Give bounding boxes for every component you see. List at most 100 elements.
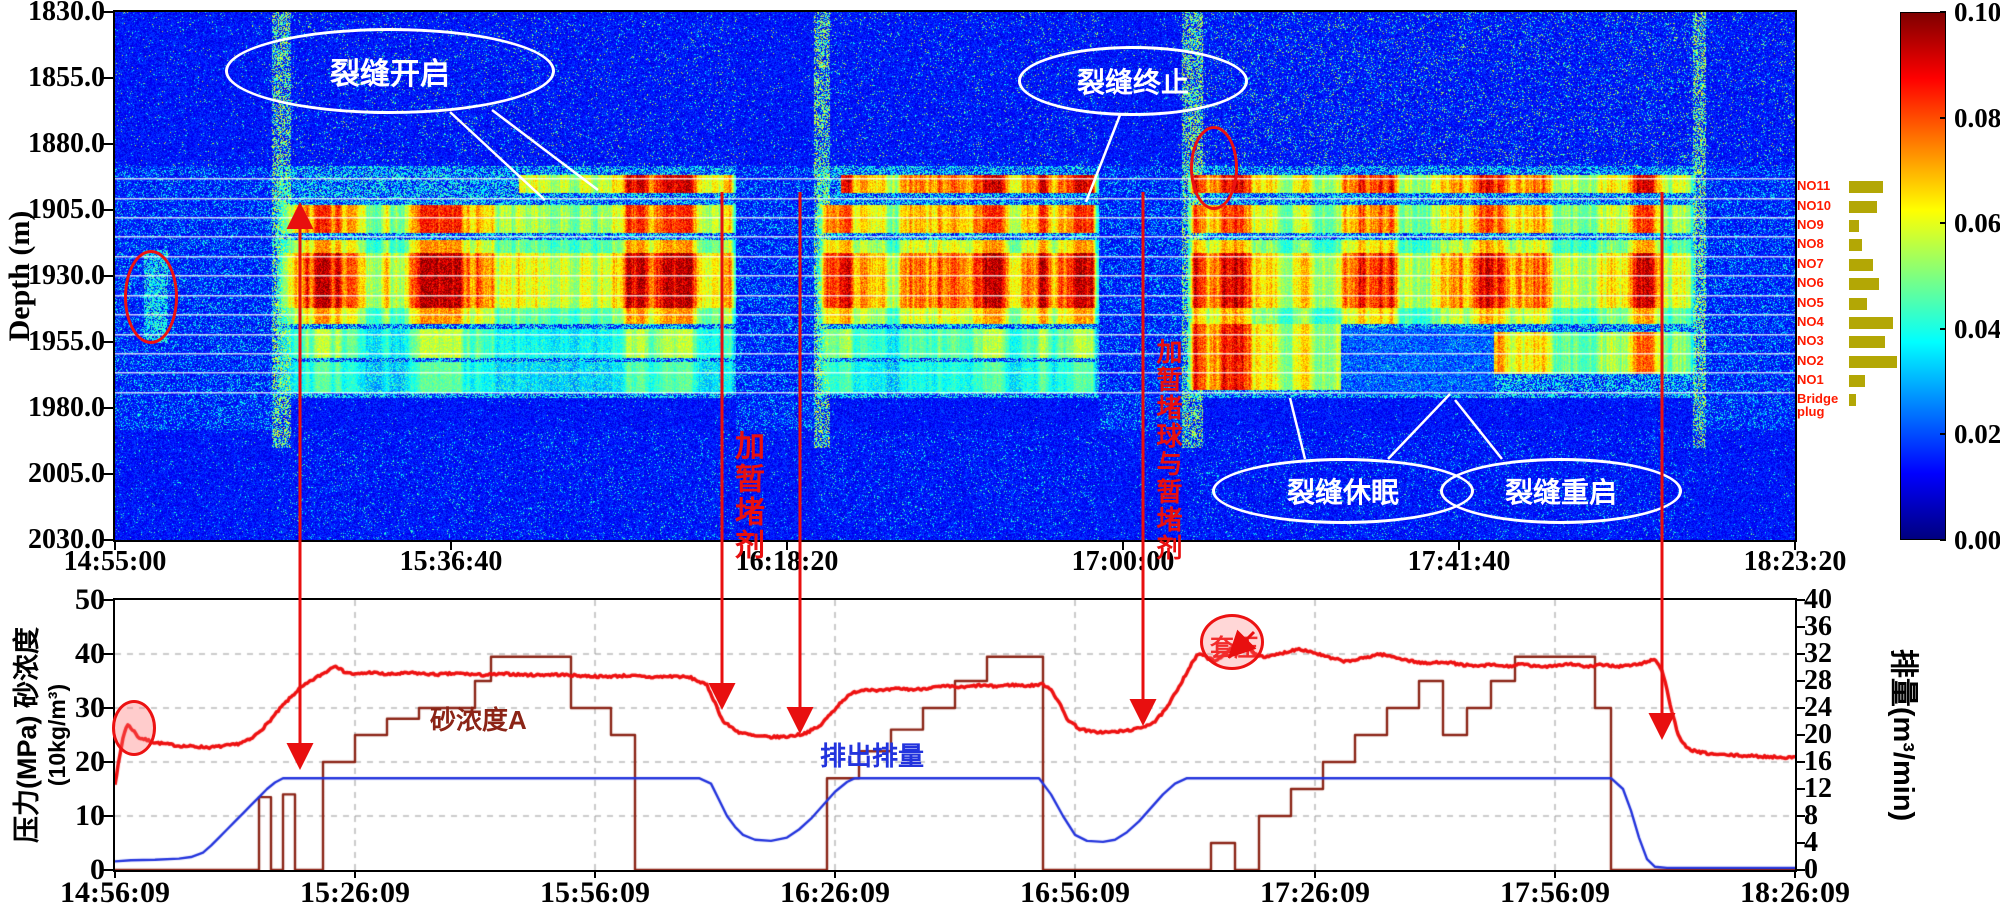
rate-tick-mark — [1797, 815, 1805, 817]
pressure-tick-label: 0 — [90, 853, 105, 886]
rate-tick-label: 12 — [1804, 773, 1832, 804]
rate-tick-label: 4 — [1804, 827, 1818, 858]
rate-tick-label: 36 — [1804, 611, 1832, 642]
time-tick-label: 17:56:09 — [1500, 876, 1610, 909]
time-tick-label: 18:26:09 — [1740, 876, 1850, 909]
cluster-label: NO11 — [1797, 178, 1831, 193]
rate-tick-mark — [1797, 842, 1805, 844]
depth-tick-label: 1855.0 — [28, 62, 105, 93]
pressure-tick-label: 40 — [75, 637, 105, 670]
depth-tick-label: 1980.0 — [28, 392, 105, 423]
colorbar-tick-mark — [1940, 327, 1946, 330]
waterfall-time-tick-mark — [1122, 542, 1124, 550]
rate-tick-mark — [1797, 869, 1805, 871]
depth-tick-mark — [103, 407, 113, 409]
depth-tick-label: 1880.0 — [28, 128, 105, 159]
time-tick-label: 15:26:09 — [300, 876, 410, 909]
depth-tick-label: 2030.0 — [28, 524, 105, 555]
depth-tick-label: 2005.0 — [28, 458, 105, 489]
colorbar-tick-label: 0.02 — [1954, 419, 2000, 450]
cluster-label: NO7 — [1797, 256, 1824, 271]
cluster-amplitude-bar — [1849, 181, 1883, 193]
time-tick-mark — [354, 870, 356, 878]
time-tick-label: 16:56:09 — [1020, 876, 1130, 909]
waterfall-canvas — [115, 12, 1795, 540]
waterfall-time-tick-mark — [786, 542, 788, 550]
cluster-label: NO5 — [1797, 295, 1824, 310]
rate-tick-mark — [1797, 788, 1805, 790]
cluster-label: Bridge plug — [1797, 391, 1839, 419]
depth-tick-mark — [103, 143, 113, 145]
time-tick-label: 17:26:09 — [1260, 876, 1370, 909]
pressure-tick-mark — [103, 599, 113, 601]
cluster-amplitude-bar — [1849, 317, 1893, 329]
cluster-label: NO9 — [1797, 217, 1824, 232]
depth-tick-mark — [103, 209, 113, 211]
waterfall-time-tick-mark — [1458, 542, 1460, 550]
waterfall-time-tick-mark — [450, 542, 452, 550]
rate-tick-label: 20 — [1804, 719, 1832, 750]
waterfall-time-tick-label: 16:18:20 — [735, 546, 839, 577]
waterfall-time-tick-label: 14:55:00 — [63, 546, 167, 577]
time-tick-mark — [1314, 870, 1316, 878]
colorbar-tick-mark — [1940, 116, 1946, 119]
cluster-amplitude-bar — [1849, 394, 1856, 406]
rate-tick-label: 40 — [1804, 584, 1832, 615]
rate-tick-mark — [1797, 626, 1805, 628]
pressure-tick-mark — [103, 707, 113, 709]
rate-axis-label: 排量(m³/min) — [1887, 648, 1919, 822]
depth-tick-mark — [103, 473, 113, 475]
rate-tick-label: 28 — [1804, 665, 1832, 696]
cluster-label: NO10 — [1797, 198, 1831, 213]
rate-tick-label: 16 — [1804, 746, 1832, 777]
waterfall-time-tick-label: 15:36:40 — [399, 546, 503, 577]
cluster-amplitude-bar — [1849, 201, 1877, 213]
colorbar-tick-mark — [1940, 11, 1946, 13]
cluster-amplitude-bar — [1849, 259, 1873, 271]
depth-tick-mark — [103, 11, 113, 13]
waterfall-time-tick-mark — [1794, 542, 1796, 550]
rate-tick-mark — [1797, 734, 1805, 736]
rate-tick-mark — [1797, 653, 1805, 655]
time-tick-mark — [834, 870, 836, 878]
depth-tick-mark — [103, 275, 113, 277]
cluster-amplitude-bar — [1849, 375, 1865, 387]
cluster-label: NO8 — [1797, 236, 1824, 251]
depth-tick-label: 1955.0 — [28, 326, 105, 357]
colorbar — [1900, 12, 1946, 540]
rate-tick-label: 24 — [1804, 692, 1832, 723]
pressure-tick-mark — [103, 653, 113, 655]
cluster-amplitude-bar — [1849, 336, 1885, 348]
time-tick-mark — [1554, 870, 1556, 878]
time-tick-mark — [1794, 870, 1796, 878]
colorbar-tick-label: 0.10 — [1954, 0, 2000, 27]
rate-tick-mark — [1797, 599, 1805, 601]
timeseries-canvas — [115, 600, 1795, 870]
colorbar-tick-label: 0.08 — [1954, 102, 2000, 133]
waterfall-time-tick-label: 17:41:40 — [1407, 546, 1511, 577]
depth-tick-mark — [103, 539, 113, 541]
rate-tick-mark — [1797, 761, 1805, 763]
cluster-label: NO4 — [1797, 314, 1824, 329]
time-tick-label: 14:56:09 — [60, 876, 170, 909]
cluster-amplitude-bar — [1849, 278, 1879, 290]
rate-tick-label: 8 — [1804, 800, 1818, 831]
depth-tick-mark — [103, 77, 113, 79]
cluster-label: NO2 — [1797, 353, 1824, 368]
cluster-label: NO1 — [1797, 372, 1824, 387]
cluster-amplitude-bar — [1849, 356, 1897, 368]
colorbar-tick-label: 0.00 — [1954, 525, 2000, 555]
cluster-label: NO6 — [1797, 275, 1824, 290]
depth-tick-mark — [103, 341, 113, 343]
cluster-amplitude-bar — [1849, 239, 1862, 251]
pressure-tick-label: 20 — [75, 745, 105, 778]
cluster-label: NO3 — [1797, 333, 1824, 348]
depth-tick-label: 1830.0 — [28, 0, 105, 27]
depth-tick-label: 1930.0 — [28, 260, 105, 291]
pressure-tick-mark — [103, 869, 113, 871]
waterfall-time-tick-label: 17:00:00 — [1071, 546, 1175, 577]
cluster-amplitude-bar — [1849, 298, 1867, 310]
rate-tick-label: 32 — [1804, 638, 1832, 669]
colorbar-tick-label: 0.04 — [1954, 313, 2000, 344]
